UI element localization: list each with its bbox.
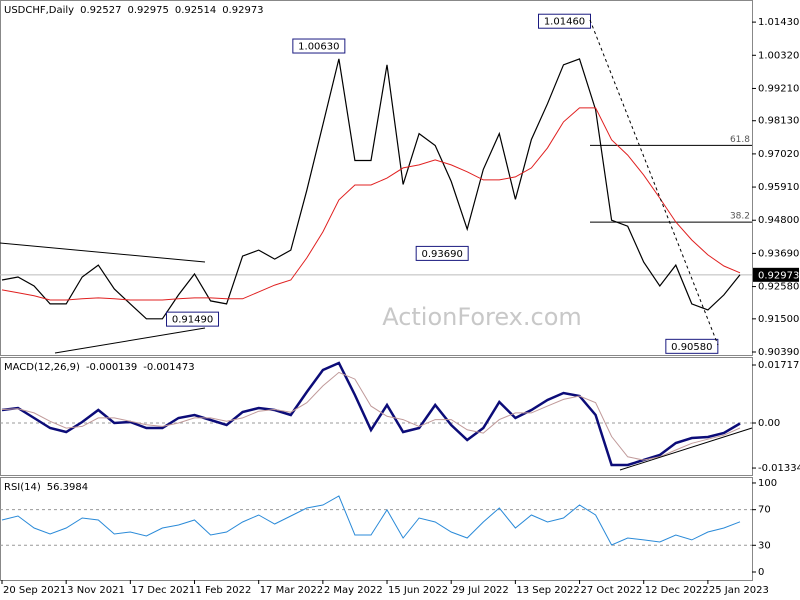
trend-line [0,242,206,263]
header-value: -0.001473 [143,362,194,373]
x-tick-label: 13 Sep 2022 [516,585,579,596]
series-line [1,361,741,467]
plot-layer [0,19,753,471]
price-label: 0.93690 [421,249,462,260]
series-line [1,58,741,320]
trend-line [589,19,719,346]
fib-label: 38.2 [730,212,750,222]
series-line [1,107,741,301]
y-tick-label: 0.91500 [758,314,799,325]
y-tick-label: 100 [758,478,777,489]
y-tick-label: 0.00 [758,418,780,429]
y-tick-label: 0.94800 [758,215,799,226]
fib-label: 61.8 [730,135,750,145]
x-tick-label: 1 Feb 2022 [196,585,252,596]
y-tick-label: 0 [758,567,764,578]
watermark: ActionForex.com [382,303,582,331]
y-tick-label: 0.90390 [758,347,799,358]
y-tick-label: 0.97020 [758,149,799,160]
x-tick-label: 27 Oct 2022 [581,585,643,596]
y-tick-label: 1.00320 [758,50,799,61]
y-tick-label: 0.017176 [758,360,800,371]
panel-header: RSI(14) 56.3984 [4,482,88,493]
header-value: 0.92973 [222,5,263,16]
panel-header: MACD(12,26,9) -0.000139 -0.001473 [4,362,195,373]
x-tick-label: 17 Mar 2022 [260,585,323,596]
current-price-label: 0.92973 [758,270,799,281]
panel-title: RSI(14) [4,482,41,493]
y-tick-label: 70 [758,505,771,516]
price-label: 1.01460 [544,17,585,28]
header-value: 0.92514 [175,5,216,16]
panel-title: MACD(12,26,9) [4,362,80,373]
price-label: 1.00630 [298,42,339,53]
header-value: -0.000139 [86,362,137,373]
trend-line [619,427,753,471]
x-tick-label: 2 May 2022 [324,585,383,596]
y-tick-label: 0.98130 [758,116,799,127]
y-tick-label: 0.93690 [758,248,799,259]
y-tick-label: 1.01430 [758,17,799,28]
y-tick-label: 0.92580 [758,282,799,293]
panel-frame [0,0,753,356]
header-value: 0.92527 [80,5,121,16]
price-label-box [665,338,719,354]
price-label-box [166,311,220,327]
panel-title: USDCHF,Daily [4,5,74,16]
x-tick-label: 3 Nov 2021 [67,585,125,596]
series-line [1,371,741,461]
price-label: 0.90580 [671,342,712,353]
trend-line [54,327,206,354]
x-tick-label: 12 Dec 2022 [645,585,709,596]
price-label-box [415,245,469,261]
x-tick-label: 20 Sep 2021 [3,585,66,596]
panel-frame [0,357,753,476]
x-tick-label: 29 Jul 2022 [452,585,509,596]
panel-header: USDCHF,Daily 0.92527 0.92975 0.92514 0.92973 [4,5,264,16]
series-line [1,495,741,546]
panel-frame [0,477,753,581]
header-value: 56.3984 [47,482,88,493]
x-tick-label: 17 Dec 2021 [131,585,195,596]
y-tick-label: 30 [758,540,771,551]
price-label: 0.91490 [172,315,213,326]
y-tick-label: 0.95910 [758,182,799,193]
header-value: 0.92975 [127,5,168,16]
y-tick-label: -0.01334 [758,463,800,474]
x-tick-label: 15 Jun 2022 [388,585,448,596]
y-tick-label: 0.99210 [758,83,799,94]
x-tick-label: 25 Jan 2023 [709,585,769,596]
price-label-box [292,38,346,54]
current-price-box [753,267,799,282]
